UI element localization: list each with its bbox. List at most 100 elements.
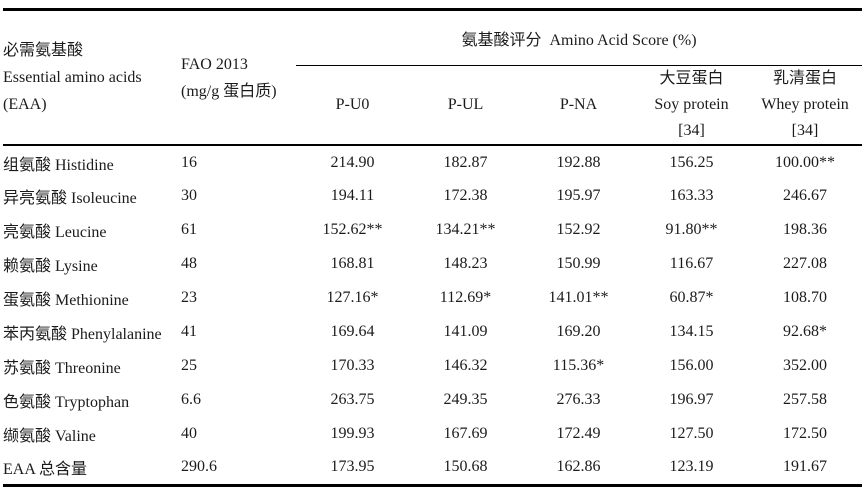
- score-value-cell: 192.88: [556, 153, 601, 171]
- amino-acid-name-cell: EAA 总含量: [3, 461, 88, 479]
- fao-value-cell: 48: [181, 255, 197, 272]
- table-row: 蛋氨酸 Methionine 23 127.16* 112.69* 141.01** 60…: [3, 281, 862, 315]
- score-value-cell: 141.09: [443, 323, 488, 340]
- score-value-cell: 257.58: [783, 391, 827, 408]
- score-value-cell: 169.20: [556, 323, 601, 340]
- amino-acid-name-cell: 色氨酸 Tryptophan: [3, 394, 130, 411]
- score-value-cell: 141.01**: [548, 289, 609, 306]
- score-value-cell: 115.36*: [552, 357, 605, 374]
- subcolumn-header-soy-protein: 大豆蛋白 Soy protein [34]: [635, 65, 748, 146]
- fao-value-cell: 6.6: [181, 391, 201, 408]
- fao-header-line1: FAO 2013: [181, 55, 248, 73]
- subcolumn-line: Whey protein: [761, 96, 849, 113]
- score-value-cell: 163.33: [669, 187, 714, 204]
- score-value-cell: 214.90: [330, 153, 375, 171]
- score-value-cell: 172.38: [443, 187, 488, 204]
- subcolumn-header-pu0: P-U0: [296, 65, 409, 146]
- score-value-cell: 170.33: [330, 357, 375, 374]
- table-body: 组氨酸 Histidine 16 214.90 182.87 192.88 156.25 1…: [3, 145, 862, 485]
- fao-value-cell: 25: [181, 357, 197, 374]
- score-value-cell: 150.68: [443, 458, 488, 476]
- score-value-cell: 191.67: [783, 458, 827, 476]
- score-value-cell: 150.99: [556, 255, 601, 272]
- score-value-cell: 263.75: [330, 391, 375, 408]
- subcolumn-line: [34]: [791, 122, 819, 139]
- score-value-cell: 172.50: [783, 425, 827, 442]
- score-value-cell: 156.00: [669, 357, 714, 374]
- score-value-cell: 146.32: [443, 357, 488, 374]
- score-value-cell: 134.15: [669, 323, 714, 340]
- score-value-cell: 116.67: [669, 255, 714, 272]
- score-value-cell: 60.87*: [669, 289, 714, 306]
- table-row: 异亮氨酸 Isoleucine 30 194.11 172.38 195.97 163.3…: [3, 179, 862, 213]
- score-value-cell: 246.67: [783, 187, 827, 204]
- eaa-header-line-abbr: (EAA): [3, 96, 47, 113]
- score-value-cell: 91.80**: [665, 221, 718, 238]
- subcolumn-line: 乳清蛋白: [773, 70, 838, 87]
- score-value-cell: 148.23: [443, 255, 488, 272]
- amino-acid-name-cell: 组氨酸 Histidine: [3, 156, 114, 174]
- score-value-cell: 127.50: [669, 425, 714, 442]
- score-value-cell: 194.11: [330, 187, 375, 204]
- header-row-sub: P-U0 P-UL P-NA 大豆蛋白 Soy protein: [3, 65, 863, 146]
- subcolumn-line: 大豆蛋白: [659, 70, 724, 87]
- score-value-cell: 182.87: [443, 153, 488, 171]
- fao-header-line2: (mg/g 蛋白质): [181, 82, 277, 100]
- score-value-cell: 100.00**: [775, 153, 835, 171]
- score-value-cell: 196.97: [669, 391, 714, 408]
- score-value-cell: 199.93: [330, 425, 375, 442]
- amino-acid-name-cell: 亮氨酸 Leucine: [3, 224, 107, 241]
- fao-column-header: FAO 2013 (mg/g 蛋白质): [181, 9, 296, 146]
- subcolumn-line: [34]: [678, 122, 705, 139]
- score-value-cell: 249.35: [443, 391, 488, 408]
- score-value-cell: 127.16*: [326, 289, 379, 306]
- table-row: 苏氨酸 Threonine 25 170.33 146.32 115.36* 156.00…: [3, 349, 862, 383]
- subcolumn-line: P-NA: [559, 96, 598, 113]
- score-value-cell: 169.64: [330, 323, 375, 340]
- score-value-cell: 152.92: [556, 221, 601, 238]
- table-row: 缬氨酸 Valine 40 199.93 167.69 172.49 127.50 172.…: [3, 417, 862, 451]
- amino-acid-name-cell: 缬氨酸 Valine: [3, 428, 96, 445]
- score-value-cell: 123.19: [669, 458, 714, 476]
- score-value-cell: 168.81: [330, 255, 375, 272]
- fao-value-cell: 16: [181, 153, 197, 171]
- subcolumn-header-whey-protein: 乳清蛋白 Whey protein [34]: [748, 65, 863, 146]
- amino-acid-name-cell: 苯丙氨酸 Phenylalanine: [3, 326, 162, 343]
- subcolumn-header-pul: P-UL: [409, 65, 522, 146]
- amino-acid-name-cell: 苏氨酸 Threonine: [3, 360, 121, 377]
- eaa-column-header: 必需氨基酸 Essential amino acids (EAA): [3, 9, 181, 146]
- eaa-header-line-en: Essential amino acids: [3, 69, 142, 86]
- score-spanner-label: 氨基酸评分 Amino Acid Score (%): [461, 32, 697, 49]
- score-value-cell: 172.49: [556, 425, 601, 442]
- score-value-cell: 152.62**: [322, 221, 383, 238]
- fao-value-cell: 290.6: [181, 458, 217, 476]
- score-value-cell: 92.68*: [783, 323, 827, 340]
- subcolumn-header-pna: P-NA: [522, 65, 635, 146]
- fao-value-cell: 61: [181, 221, 197, 238]
- subcolumn-line: P-U0: [335, 96, 370, 113]
- amino-acid-name-cell: 蛋氨酸 Methionine: [3, 292, 129, 309]
- score-value-cell: 352.00: [783, 357, 827, 374]
- amino-acid-name-cell: 异亮氨酸 Isoleucine: [3, 190, 137, 207]
- score-value-cell: 156.25: [669, 153, 714, 171]
- table-row: 色氨酸 Tryptophan 6.6 263.75 249.35 276.33 196.9…: [3, 383, 862, 417]
- fao-value-cell: 41: [181, 323, 197, 340]
- score-value-cell: 276.33: [556, 391, 601, 408]
- score-value-cell: 108.70: [783, 289, 827, 306]
- score-value-cell: 134.21**: [435, 221, 496, 238]
- fao-value-cell: 30: [181, 187, 197, 204]
- score-value-cell: 195.97: [556, 187, 601, 204]
- table-row: 组氨酸 Histidine 16 214.90 182.87 192.88 156.25 1…: [3, 145, 862, 179]
- score-value-cell: 162.86: [556, 458, 601, 476]
- fao-value-cell: 40: [181, 425, 197, 442]
- score-value-cell: 198.36: [783, 221, 827, 238]
- amino-acid-name-cell: 赖氨酸 Lysine: [3, 258, 98, 275]
- amino-acid-score-spanner: 氨基酸评分 Amino Acid Score (%): [296, 9, 863, 66]
- subcolumn-line: Soy protein: [654, 96, 729, 113]
- table-row: 苯丙氨酸 Phenylalanine 41 169.64 141.09 169.20 13…: [3, 315, 862, 349]
- score-value-cell: 167.69: [443, 425, 488, 442]
- score-value-cell: 173.95: [330, 458, 375, 476]
- header-row-top: 必需氨基酸 Essential amino acids (EAA) FAO 20…: [3, 9, 863, 146]
- score-value-cell: 112.69*: [439, 289, 492, 306]
